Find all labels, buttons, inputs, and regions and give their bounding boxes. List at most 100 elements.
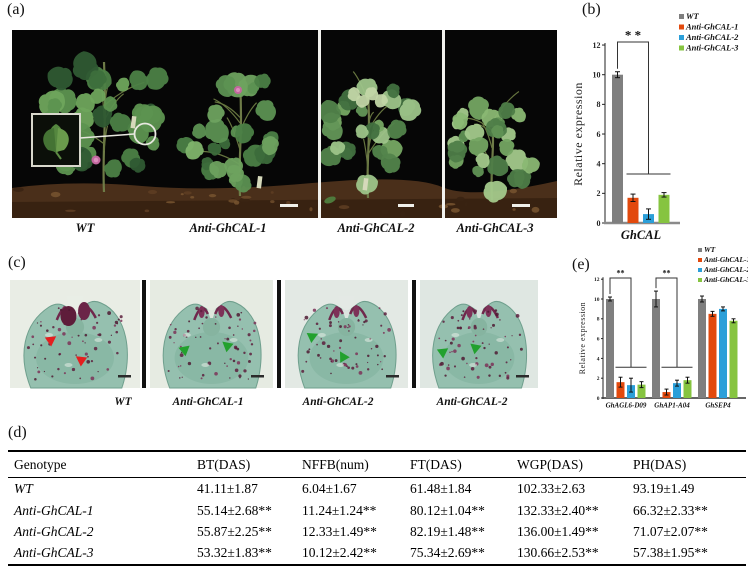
table-row: Anti-GhCAL-1 55.14±2.68** 11.24±1.24** 80.1…: [8, 499, 746, 520]
panel-c-label: (c): [8, 254, 26, 271]
svg-text:GhCAL: GhCAL: [621, 228, 662, 242]
table-cell: Anti-GhCAL-3: [14, 545, 94, 561]
table-header-cell: BT(DAS): [197, 457, 251, 472]
table-cell: 71.07±2.07**: [633, 523, 708, 539]
callout-circle: [133, 122, 157, 146]
svg-text:12: 12: [594, 277, 600, 283]
red-arrowhead: [75, 356, 88, 367]
plant-label-anti3: Anti-GhCAL-3: [456, 221, 534, 235]
svg-text:4: 4: [597, 356, 600, 362]
svg-text:Relative expression: Relative expression: [571, 82, 585, 186]
green-arrowhead: [436, 348, 449, 359]
svg-text:10: 10: [593, 71, 601, 80]
plant-label-anti2: Anti-GhCAL-2: [337, 221, 415, 235]
table-header-cell: Genotype: [14, 457, 67, 472]
plant: [316, 71, 426, 199]
micrograph: [150, 280, 273, 389]
svg-text:**: **: [617, 269, 625, 278]
phenotype-table: Genotype BT(DAS) NFFB(num) FT(DAS) WGP(DAS) P…: [8, 450, 746, 566]
table-cell: Anti-GhCAL-2: [14, 523, 94, 539]
svg-text:0: 0: [597, 219, 601, 228]
table-cell: 61.48±1.84: [410, 481, 472, 497]
svg-text:Anti-GhCAL-1: Anti-GhCAL-1: [703, 255, 748, 264]
svg-text:2: 2: [597, 376, 600, 382]
bar-WT: [606, 299, 614, 398]
table-cell: 55.14±2.68**: [197, 502, 272, 518]
svg-text:0: 0: [597, 396, 600, 402]
micrograph-label-anti2: Anti-GhCAL-2: [302, 396, 374, 408]
table-cell: 66.32±2.33**: [633, 502, 708, 518]
table-cell: 6.04±1.67: [302, 481, 357, 497]
micrograph-label-anti2b: Anti-GhCAL-2: [436, 396, 508, 408]
table-header-cell: NFFB(num): [302, 457, 369, 472]
svg-text:Anti-GhCAL-2: Anti-GhCAL-2: [685, 32, 739, 42]
svg-text:WT: WT: [704, 245, 716, 254]
table-cell: 11.24±1.24**: [302, 502, 377, 518]
green-arrowhead: [470, 343, 482, 355]
micrograph-label-wt: WT: [114, 396, 132, 408]
phenotype-table-grid: Genotype BT(DAS) NFFB(num) FT(DAS) WGP(DAS) P…: [8, 450, 746, 566]
plant-photo-canvas: [12, 30, 557, 218]
micrograph: [420, 280, 538, 389]
micrograph-divider: [412, 280, 416, 388]
bar-Anti-GhCAL-3: [683, 380, 692, 398]
svg-text:6: 6: [597, 337, 600, 343]
svg-text:10: 10: [594, 297, 600, 303]
table-cell: 57.38±1.95**: [633, 545, 708, 561]
panel-e-label: (e): [572, 256, 590, 273]
panel-a-photo: [12, 30, 557, 218]
scale-bar: [280, 204, 298, 207]
scale-bar: [512, 204, 530, 207]
bar-Anti-GhCAL-3: [658, 194, 670, 223]
photo-divider: [442, 30, 445, 218]
panel-c-micrographs: [10, 280, 538, 389]
svg-text:Relative expression: Relative expression: [578, 302, 587, 374]
bar-Anti-GhCAL-1: [627, 197, 639, 223]
table-header-cell: WGP(DAS): [517, 457, 583, 472]
scale-bar: [516, 375, 529, 378]
scale-bar: [118, 375, 131, 378]
micrograph: [285, 280, 408, 389]
table-header-cell: PH(DAS): [633, 457, 687, 472]
panel-d-label: (d): [8, 424, 27, 441]
bar-WT: [612, 74, 623, 223]
micrograph-label-anti1: Anti-GhCAL-1: [172, 396, 244, 408]
table-cell: 12.33±1.49**: [302, 523, 377, 539]
plant-label-anti1: Anti-GhCAL-1: [189, 221, 267, 235]
table-cell: 75.34±2.69**: [410, 545, 485, 561]
svg-text:6: 6: [597, 130, 601, 139]
bar-WT: [698, 299, 706, 398]
bar-Anti-GhCAL-3: [729, 320, 738, 398]
panel-e-chart: 0 2 4 6 8 10 12 Relative expression GhAGL6-D09 Gh…: [578, 245, 748, 410]
table-cell: 10.12±2.42**: [302, 545, 377, 561]
table-cell: 53.32±1.83**: [197, 545, 272, 561]
red-arrowhead: [44, 336, 57, 347]
green-arrowhead: [306, 333, 319, 343]
table-cell: 102.33±2.63: [517, 481, 586, 497]
micrograph-divider: [142, 280, 146, 388]
scale-bar: [398, 204, 414, 207]
table-cell: 80.12±1.04**: [410, 502, 485, 518]
table-row: Anti-GhCAL-3 53.32±1.83** 10.12±2.42** 75.3…: [8, 542, 746, 564]
micrograph-divider: [277, 280, 281, 388]
svg-text:GhSEP4: GhSEP4: [705, 402, 731, 410]
bar-Anti-GhCAL-1: [708, 313, 717, 398]
svg-text:GhAP1-A04: GhAP1-A04: [654, 402, 690, 410]
micrograph: [10, 280, 140, 389]
svg-text:Anti-GhCAL-2: Anti-GhCAL-2: [703, 265, 748, 274]
scale-bar: [251, 375, 264, 378]
table-cell: 132.33±2.40**: [517, 502, 599, 518]
table-row: Anti-GhCAL-2 55.87±2.25** 12.33±1.49** 82.1…: [8, 521, 746, 542]
scale-bar: [386, 375, 399, 378]
svg-text:**: **: [663, 269, 671, 278]
bar-WT: [652, 299, 660, 398]
photo-divider: [318, 30, 321, 218]
svg-text:Anti-GhCAL-1: Anti-GhCAL-1: [685, 22, 738, 32]
table-cell: WT: [14, 481, 33, 497]
svg-text:2: 2: [597, 189, 601, 198]
svg-text:Anti-GhCAL-3: Anti-GhCAL-3: [685, 43, 739, 53]
panel-a-label: (a): [7, 1, 25, 18]
plant: [444, 91, 542, 206]
table-row: WT 41.11±1.87 6.04±1.67 61.48±1.84 102.33±2.…: [8, 478, 746, 500]
